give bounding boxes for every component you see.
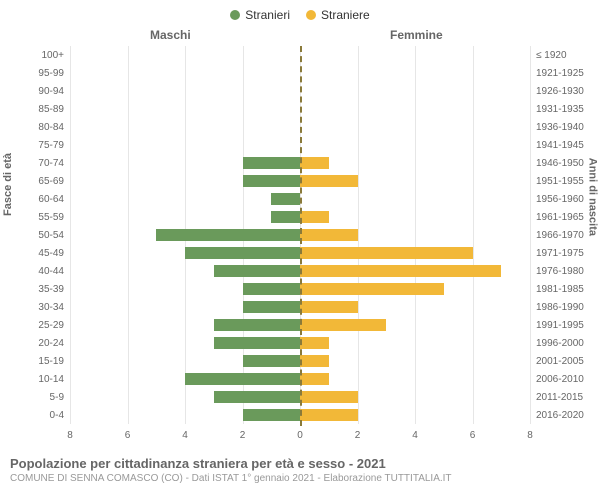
age-label: 60-64 [4, 194, 64, 205]
bar-male [243, 157, 301, 169]
bar-male [214, 391, 300, 403]
birth-year-label: 2016-2020 [536, 410, 600, 421]
age-label: 90-94 [4, 86, 64, 97]
bar-female [300, 373, 329, 385]
birth-year-label: 2006-2010 [536, 374, 600, 385]
x-tick: 2 [355, 430, 361, 441]
age-label: 50-54 [4, 230, 64, 241]
chart-title: Popolazione per cittadinanza straniera p… [10, 456, 452, 471]
birth-year-label: 1981-1985 [536, 284, 600, 295]
legend: Stranieri Straniere [0, 0, 600, 22]
bar-male [185, 247, 300, 259]
age-label: 65-69 [4, 176, 64, 187]
x-axis: 8 6 4 2 0 2 4 6 8 [70, 430, 530, 448]
age-label: 45-49 [4, 248, 64, 259]
bar-male [243, 283, 301, 295]
birth-year-label: 1936-1940 [536, 122, 600, 133]
chart-area: 100+≤ 192095-991921-192590-941926-193085… [70, 46, 530, 426]
bar-male [214, 319, 300, 331]
bar-female [300, 283, 444, 295]
birth-year-label: 1966-1970 [536, 230, 600, 241]
bar-male [214, 265, 300, 277]
bar-male [271, 211, 300, 223]
bar-female [300, 409, 358, 421]
age-label: 100+ [4, 50, 64, 61]
bar-female [300, 301, 358, 313]
birth-year-label: 1996-2000 [536, 338, 600, 349]
age-label: 95-99 [4, 68, 64, 79]
chart-subtitle: COMUNE DI SENNA COMASCO (CO) - Dati ISTA… [10, 473, 452, 484]
birth-year-label: 1971-1975 [536, 248, 600, 259]
age-label: 70-74 [4, 158, 64, 169]
birth-year-label: ≤ 1920 [536, 50, 600, 61]
age-label: 40-44 [4, 266, 64, 277]
bar-female [300, 355, 329, 367]
bar-female [300, 175, 358, 187]
x-tick: 4 [182, 430, 188, 441]
age-label: 75-79 [4, 140, 64, 151]
birth-year-label: 1926-1930 [536, 86, 600, 97]
birth-year-label: 1921-1925 [536, 68, 600, 79]
bar-male [271, 193, 300, 205]
legend-item-female: Straniere [306, 8, 370, 22]
x-tick: 4 [412, 430, 418, 441]
x-tick: 8 [527, 430, 533, 441]
birth-year-label: 1986-1990 [536, 302, 600, 313]
birth-year-label: 1956-1960 [536, 194, 600, 205]
age-label: 80-84 [4, 122, 64, 133]
birth-year-label: 1946-1950 [536, 158, 600, 169]
age-label: 15-19 [4, 356, 64, 367]
bar-male [243, 355, 301, 367]
column-header-female: Femmine [390, 28, 443, 42]
legend-label-female: Straniere [321, 8, 370, 22]
bar-male [243, 301, 301, 313]
center-line [300, 46, 302, 426]
x-tick: 6 [125, 430, 131, 441]
bar-male [243, 175, 301, 187]
x-tick: 0 [297, 430, 303, 441]
age-label: 55-59 [4, 212, 64, 223]
age-label: 25-29 [4, 320, 64, 331]
birth-year-label: 1976-1980 [536, 266, 600, 277]
age-label: 20-24 [4, 338, 64, 349]
bar-male [185, 373, 300, 385]
chart-container: Stranieri Straniere Maschi Femmine Fasce… [0, 0, 600, 500]
age-label: 85-89 [4, 104, 64, 115]
bar-female [300, 319, 386, 331]
bar-female [300, 157, 329, 169]
column-header-male: Maschi [150, 28, 191, 42]
birth-year-label: 1961-1965 [536, 212, 600, 223]
bar-female [300, 265, 501, 277]
bar-female [300, 391, 358, 403]
birth-year-label: 2011-2015 [536, 392, 600, 403]
x-tick: 2 [240, 430, 246, 441]
bar-male [214, 337, 300, 349]
age-label: 35-39 [4, 284, 64, 295]
age-label: 5-9 [4, 392, 64, 403]
birth-year-label: 2001-2005 [536, 356, 600, 367]
bar-female [300, 247, 473, 259]
chart-footer: Popolazione per cittadinanza straniera p… [10, 456, 452, 484]
birth-year-label: 1941-1945 [536, 140, 600, 151]
legend-swatch-male [230, 10, 240, 20]
bar-male [243, 409, 301, 421]
bar-female [300, 337, 329, 349]
age-label: 0-4 [4, 410, 64, 421]
x-tick: 8 [67, 430, 73, 441]
bar-female [300, 211, 329, 223]
birth-year-label: 1931-1935 [536, 104, 600, 115]
legend-item-male: Stranieri [230, 8, 290, 22]
age-label: 10-14 [4, 374, 64, 385]
birth-year-label: 1991-1995 [536, 320, 600, 331]
bar-male [156, 229, 300, 241]
legend-swatch-female [306, 10, 316, 20]
age-label: 30-34 [4, 302, 64, 313]
legend-label-male: Stranieri [245, 8, 290, 22]
birth-year-label: 1951-1955 [536, 176, 600, 187]
gridline [530, 46, 531, 424]
x-tick: 6 [470, 430, 476, 441]
bar-female [300, 229, 358, 241]
